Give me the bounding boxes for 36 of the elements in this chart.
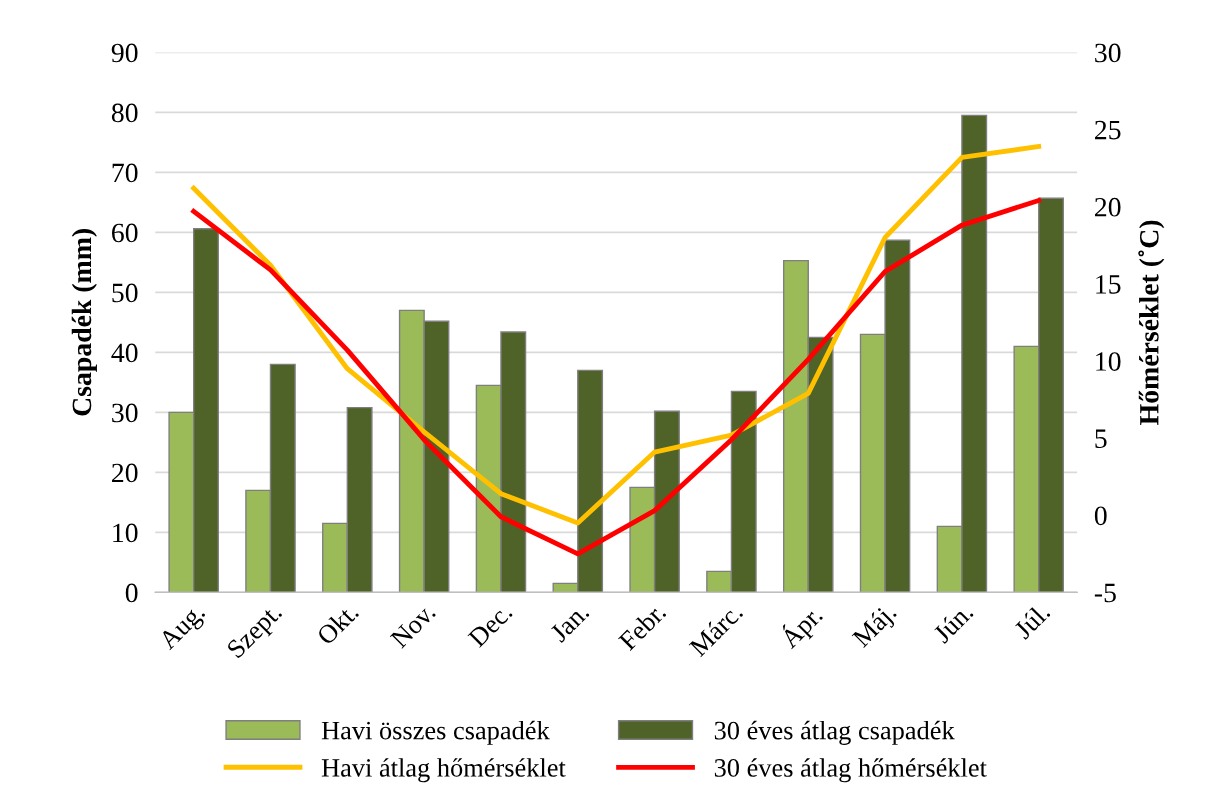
y-tick-label: 70 (112, 163, 138, 183)
x-tick-label: Febr. (617, 601, 667, 652)
y2-tick-label: 10 (1096, 352, 1121, 371)
x-tick-label: Jún. (931, 601, 974, 645)
x-tick-label: Okt. (315, 601, 360, 646)
y-tick-label: 40 (111, 343, 138, 363)
x-tick-label: Jan. (549, 602, 590, 644)
y2-tick-label: -5 (1094, 583, 1116, 603)
legend-label: Havi átlag hőmérséklet (321, 758, 566, 783)
y2-tick-label: 0 (1094, 506, 1107, 526)
y-tick-label: 0 (125, 583, 138, 603)
y2-tick-label: 30 (1095, 43, 1121, 63)
x-tick-label: Nov. (389, 602, 437, 650)
x-tick-label: Máj. (850, 601, 901, 652)
y-tick-label: 30 (112, 403, 138, 423)
y-tick-label: 60 (112, 223, 138, 243)
x-tick-label: Júl. (1012, 601, 1051, 641)
y2-tick-label: 5 (1095, 429, 1107, 449)
legend-label: 30 éves átlag csapadék (714, 720, 955, 745)
y2-tick-label: 15 (1096, 275, 1121, 294)
y-tick-label: 50 (112, 283, 138, 303)
y-tick-label: 90 (111, 43, 138, 63)
x-tick-label: Dec. (467, 602, 513, 649)
y-tick-label: 20 (112, 463, 138, 483)
y-tick-label: 10 (113, 523, 138, 543)
y2-axis-title: Hőmérséklet (˚C) (1138, 220, 1165, 425)
line-series (191, 198, 1042, 557)
legend-label: Havi összes csapadék (321, 720, 550, 745)
y2-tick-label: 25 (1095, 120, 1121, 140)
y2-tick-label: 20 (1095, 197, 1121, 217)
y-axis-title: Csapadék (mm) (71, 229, 97, 416)
x-tick-label: Aug. (157, 602, 210, 655)
line-series (191, 144, 1042, 526)
y-tick-label: 80 (111, 103, 138, 123)
x-tick-label: Ápr. (775, 601, 827, 654)
legend-label: 30 éves átlag hőmérséklet (714, 758, 987, 783)
